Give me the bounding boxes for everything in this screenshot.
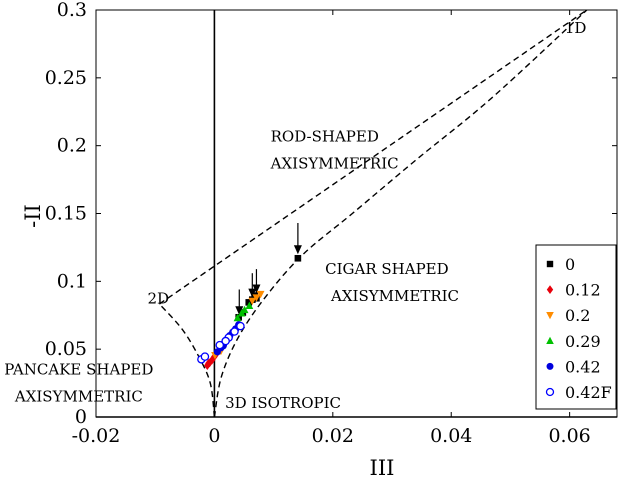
- triangle-up-marker: [245, 301, 254, 310]
- annotation-label: AXISYMMETRIC: [270, 155, 399, 173]
- triangle-down-marker: [256, 290, 265, 299]
- annotation-label: AXISYMMETRIC: [330, 287, 459, 305]
- arrow-head: [293, 245, 302, 255]
- open-circle-marker: [545, 387, 555, 397]
- boundary-3D-2D: [158, 303, 216, 418]
- triangle-down-marker: [252, 294, 261, 302]
- y-tick-label: 0.15: [45, 203, 87, 225]
- arrow-head: [235, 306, 244, 316]
- square-marker: [294, 254, 302, 262]
- square-marker: [245, 299, 253, 306]
- legend: 0 0.12 0.2 0.29 0.42 0.42F: [535, 244, 617, 410]
- diamond-marker: [546, 285, 554, 294]
- annotation-label: 2D: [148, 290, 170, 308]
- open-circle-marker: [230, 327, 239, 336]
- annotation-label: 3D ISOTROPIC: [225, 394, 341, 412]
- x-tick-label: 0.04: [430, 425, 472, 447]
- legend-entry-label: 0: [565, 255, 575, 274]
- boundary-3D-1D: [213, 9, 588, 418]
- y-axis-label: -II: [21, 204, 45, 228]
- legend-box: [535, 244, 617, 410]
- open-circle-marker: [200, 352, 210, 361]
- legend-entry-label: 0.29: [565, 332, 601, 351]
- annotation-label: CIGAR SHAPED: [325, 260, 449, 278]
- annotation-label: ROD-SHAPED: [271, 128, 379, 146]
- boundary-lines: [158, 9, 588, 418]
- annotation-label: 1D: [565, 19, 587, 37]
- triangle-down-marker: [248, 297, 257, 306]
- circle-marker: [546, 362, 554, 370]
- legend-entry-label: 0.42F: [565, 383, 612, 402]
- legend-entry-label: 0.2: [565, 306, 590, 325]
- y-tick-label: 0.1: [57, 270, 87, 292]
- legend-entry-label: 0.12: [565, 281, 601, 300]
- open-circle-marker: [221, 336, 230, 346]
- triangle-up-marker: [233, 313, 242, 322]
- data-points: [197, 254, 302, 370]
- arrow-head: [252, 284, 261, 294]
- legend-entry-label: 0.42: [565, 357, 601, 376]
- y-tick-label: 0.3: [57, 0, 87, 21]
- x-tick-label: 0.06: [548, 425, 590, 447]
- square-marker: [546, 260, 554, 268]
- annotation-label: PANCAKE SHAPED: [4, 360, 153, 378]
- y-tick-label: 0.2: [57, 135, 87, 157]
- diamond-marker: [205, 358, 212, 368]
- annotations: 1D ROD-SHAPED AXISYMMETRIC CIGAR SHAPED AXIS…: [4, 19, 586, 412]
- diamond-marker: [208, 355, 216, 365]
- boundary-1D-2D: [158, 9, 588, 305]
- annotation-label: AXISYMMETRIC: [14, 387, 143, 405]
- x-tick-label: 0: [208, 425, 220, 447]
- arrows: [235, 222, 302, 316]
- triangle-up-marker: [237, 309, 246, 317]
- x-tick-label: 0.02: [312, 425, 354, 447]
- y-tick-label: 0: [75, 406, 87, 428]
- x-axis-label: III: [370, 456, 395, 480]
- triangle-down-marker: [546, 312, 554, 320]
- x-tick-label: -0.02: [72, 425, 121, 447]
- open-circle-marker: [236, 321, 245, 331]
- open-circle-marker: [215, 340, 224, 350]
- y-tick-label: 0.05: [45, 338, 87, 360]
- triangle-up-marker: [546, 336, 554, 344]
- y-tick-label: 0.25: [45, 67, 87, 89]
